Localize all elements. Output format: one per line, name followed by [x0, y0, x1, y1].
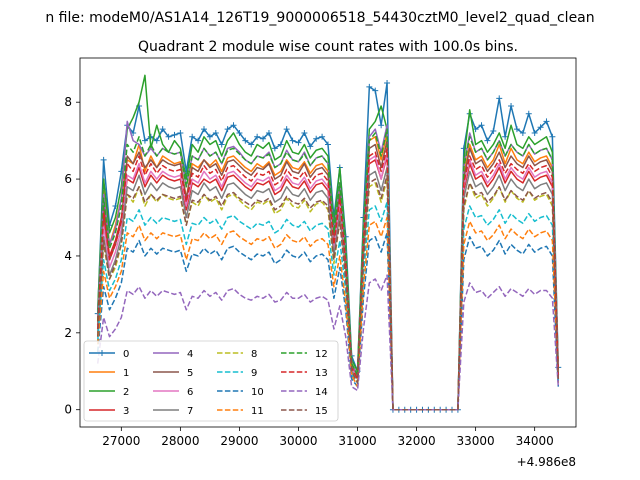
data-point — [277, 141, 284, 148]
legend-label: 7 — [187, 406, 193, 417]
data-point — [519, 129, 526, 136]
data-point — [484, 137, 491, 144]
series-line-12 — [96, 128, 560, 411]
legend-label: 15 — [315, 406, 328, 417]
data-point — [265, 129, 272, 136]
y-tick-label: 8 — [64, 95, 72, 109]
legend-label: 5 — [187, 368, 193, 379]
data-point — [372, 87, 379, 94]
legend-label: 10 — [251, 387, 264, 398]
legend-label: 3 — [123, 406, 129, 417]
legend-label: 12 — [315, 349, 328, 360]
plot-frame — [79, 57, 577, 428]
x-offset-label: +4.986e8 — [517, 455, 576, 469]
data-point — [525, 110, 532, 117]
chart-title: Quadrant 2 module wise count rates with … — [138, 39, 518, 55]
data-point — [531, 129, 538, 136]
x-tick-label: 30000 — [279, 434, 317, 448]
data-point — [260, 135, 267, 142]
x-tick-label: 27000 — [102, 434, 140, 448]
data-point — [100, 156, 107, 163]
data-point — [171, 131, 178, 138]
y-tick-label: 4 — [64, 249, 72, 263]
data-point — [218, 141, 225, 148]
data-point — [301, 129, 308, 136]
data-point — [224, 126, 231, 133]
data-point — [490, 128, 497, 135]
series-line-10 — [96, 232, 560, 411]
legend-label: 2 — [123, 387, 129, 398]
data-point — [141, 137, 148, 144]
figure-suptitle: n file: modeM0/AS1A14_126T19_9000006518_… — [45, 10, 594, 26]
data-point — [319, 133, 326, 140]
legend-label: 0 — [123, 349, 129, 360]
data-point — [165, 133, 172, 140]
y-tick-label: 2 — [64, 326, 72, 340]
y-tick-label: 6 — [64, 172, 72, 186]
data-point — [378, 122, 385, 129]
data-point — [189, 133, 196, 140]
y-tick-label: 0 — [64, 403, 72, 417]
x-tick-label: 31000 — [338, 434, 376, 448]
series-layer — [94, 74, 562, 413]
data-point — [283, 126, 290, 133]
data-point — [366, 83, 373, 90]
series-line-11 — [96, 216, 560, 411]
x-tick-label: 32000 — [397, 434, 435, 448]
legend-label: 9 — [251, 368, 257, 379]
data-point — [242, 137, 249, 144]
data-point — [543, 118, 550, 125]
x-tick-label: 34000 — [516, 434, 554, 448]
x-tick-label: 29000 — [220, 434, 258, 448]
x-tick-label: 33000 — [457, 434, 495, 448]
series-line-2 — [96, 74, 560, 411]
data-point — [384, 79, 391, 86]
series-line-9 — [96, 201, 560, 411]
data-point — [254, 133, 261, 140]
data-point — [248, 141, 255, 148]
series-line-14 — [96, 274, 560, 411]
data-point — [271, 145, 278, 152]
data-point — [177, 129, 184, 136]
data-point — [307, 143, 314, 150]
data-point — [230, 122, 237, 129]
x-axis: 27000 28000 29000 30000 31000 32000 33000 34000 — [102, 427, 554, 448]
data-point — [159, 126, 166, 133]
data-point — [236, 129, 243, 136]
data-point — [478, 122, 485, 129]
legend-marker — [99, 350, 105, 356]
data-point — [295, 139, 302, 146]
plot-area: 27000 28000 29000 30000 31000 32000 33000 34000… — [64, 57, 577, 469]
y-axis: 0 2 4 6 8 — [64, 95, 80, 417]
legend-label: 6 — [187, 387, 193, 398]
series-line-15 — [96, 174, 560, 411]
data-point — [147, 133, 154, 140]
legend-label: 4 — [187, 349, 193, 360]
data-point — [206, 133, 213, 140]
data-point — [212, 129, 219, 136]
data-point — [195, 137, 202, 144]
data-point — [513, 126, 520, 133]
legend-label: 8 — [251, 349, 257, 360]
legend-label: 13 — [315, 368, 328, 379]
data-point — [325, 141, 331, 148]
data-point — [153, 137, 160, 144]
data-point — [496, 95, 503, 102]
data-point — [201, 126, 207, 133]
series-line-5 — [96, 139, 560, 411]
data-point — [537, 124, 544, 131]
legend-frame — [83, 340, 339, 422]
legend-label: 1 — [123, 368, 129, 379]
legend-label: 11 — [251, 406, 264, 417]
data-point — [502, 133, 509, 140]
data-point — [313, 135, 320, 142]
data-point — [289, 137, 296, 144]
x-tick-label: 28000 — [161, 434, 199, 448]
legend-label: 14 — [315, 387, 328, 398]
data-point — [508, 103, 515, 110]
data-point — [549, 133, 556, 140]
series-line-7 — [96, 166, 560, 411]
